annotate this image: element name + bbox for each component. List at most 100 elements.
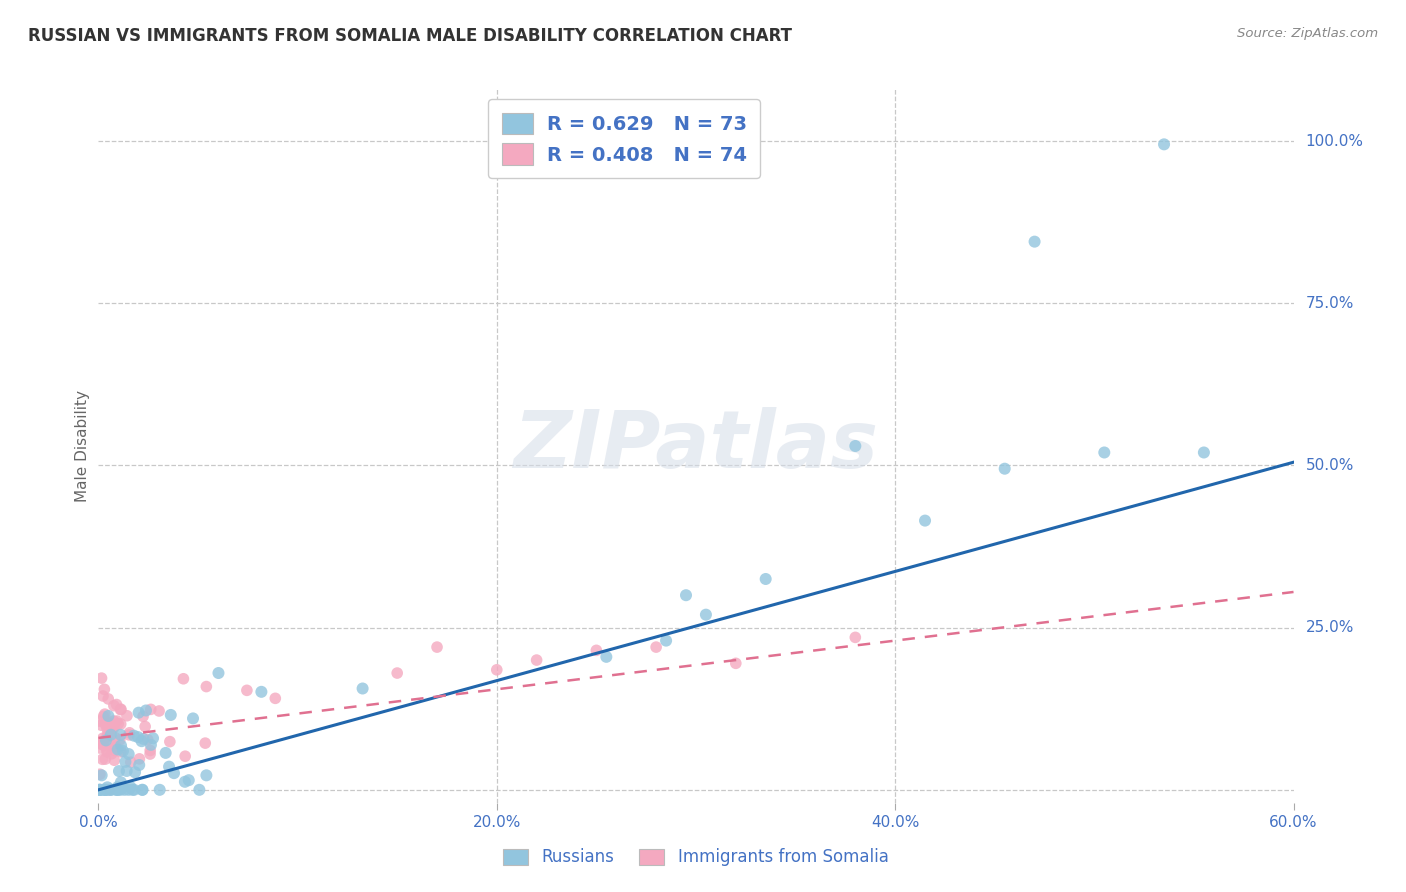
Point <box>97 719 120 733</box>
Point <box>127 730 149 744</box>
Point <box>89 782 111 797</box>
Point <box>131 782 153 797</box>
Point <box>595 649 617 664</box>
Text: 100.0%: 100.0% <box>1305 134 1364 149</box>
Point <box>1024 235 1046 249</box>
Point <box>89 714 111 728</box>
Point <box>426 640 449 654</box>
Point <box>139 743 162 757</box>
Point <box>844 439 866 453</box>
Point <box>177 773 200 788</box>
Point <box>118 728 141 742</box>
Point <box>135 704 157 718</box>
Point <box>134 720 156 734</box>
Point <box>1092 445 1115 459</box>
Point <box>122 729 145 743</box>
Point <box>110 702 132 716</box>
Point <box>98 729 121 743</box>
Point <box>93 782 115 797</box>
Point <box>94 733 117 747</box>
Point <box>385 666 409 681</box>
Point <box>172 672 194 686</box>
Point <box>91 782 114 797</box>
Point <box>131 782 153 797</box>
Point <box>105 782 128 797</box>
Text: Source: ZipAtlas.com: Source: ZipAtlas.com <box>1237 27 1378 40</box>
Point <box>107 742 129 756</box>
Point <box>128 706 150 720</box>
Point <box>108 764 131 778</box>
Text: 75.0%: 75.0% <box>1305 296 1354 310</box>
Point <box>174 749 197 764</box>
Point <box>104 739 127 754</box>
Point <box>101 721 124 735</box>
Point <box>1192 445 1215 459</box>
Point <box>89 782 111 797</box>
Point <box>94 752 117 766</box>
Text: ZIPatlas: ZIPatlas <box>513 407 879 485</box>
Point <box>236 683 259 698</box>
Point <box>108 733 131 747</box>
Point <box>139 738 162 752</box>
Point <box>159 734 181 748</box>
Text: RUSSIAN VS IMMIGRANTS FROM SOMALIA MALE DISABILITY CORRELATION CHART: RUSSIAN VS IMMIGRANTS FROM SOMALIA MALE … <box>28 27 792 45</box>
Point <box>128 758 150 772</box>
Point <box>93 682 115 697</box>
Point <box>207 666 229 681</box>
Point <box>115 708 138 723</box>
Point <box>103 753 125 767</box>
Point <box>97 715 120 730</box>
Point <box>352 681 374 696</box>
Point <box>104 782 127 797</box>
Point <box>132 709 155 723</box>
Point <box>94 782 117 797</box>
Point <box>675 588 697 602</box>
Point <box>94 707 117 722</box>
Point <box>194 736 217 750</box>
Point <box>96 730 118 744</box>
Legend: Russians, Immigrants from Somalia: Russians, Immigrants from Somalia <box>496 842 896 873</box>
Point <box>105 698 128 712</box>
Point <box>91 731 114 746</box>
Point <box>724 657 747 671</box>
Point <box>755 572 778 586</box>
Point <box>148 704 170 718</box>
Point <box>104 743 127 757</box>
Point <box>159 708 181 723</box>
Point <box>1153 137 1175 152</box>
Point <box>115 764 138 778</box>
Point <box>94 782 117 797</box>
Point <box>645 640 668 654</box>
Point <box>120 780 142 794</box>
Point <box>104 739 127 754</box>
Point <box>110 739 132 753</box>
Point <box>94 717 117 731</box>
Point <box>118 726 141 740</box>
Point <box>250 685 273 699</box>
Point <box>117 782 139 797</box>
Point <box>103 714 125 728</box>
Point <box>526 653 548 667</box>
Point <box>103 698 125 713</box>
Point <box>195 680 218 694</box>
Point <box>101 720 124 734</box>
Point <box>136 732 159 747</box>
Point <box>118 747 141 761</box>
Point <box>97 726 120 740</box>
Point <box>90 738 112 752</box>
Point <box>89 741 111 756</box>
Point <box>128 752 150 766</box>
Point <box>994 461 1017 475</box>
Point <box>98 736 121 750</box>
Point <box>107 782 129 797</box>
Point <box>97 782 120 797</box>
Point <box>110 745 132 759</box>
Point <box>114 755 136 769</box>
Point <box>844 631 866 645</box>
Text: 50.0%: 50.0% <box>1305 458 1354 473</box>
Point <box>97 730 120 744</box>
Point <box>90 671 112 685</box>
Point <box>103 721 125 735</box>
Point <box>89 782 111 797</box>
Point <box>110 703 132 717</box>
